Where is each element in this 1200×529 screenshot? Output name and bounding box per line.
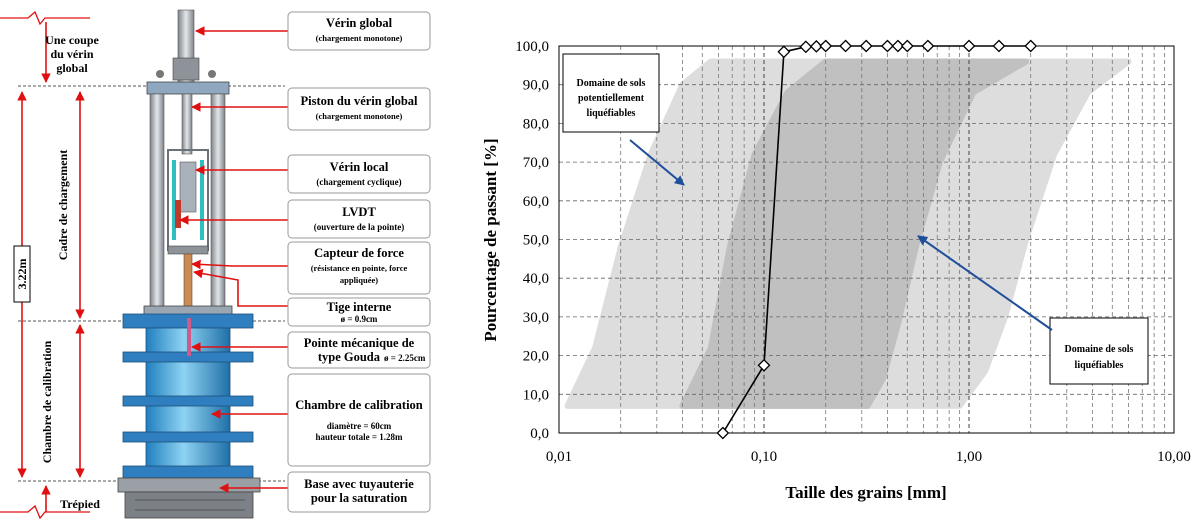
- data-point: [1024, 39, 1038, 53]
- break-line-bottom: [0, 504, 90, 520]
- label-box-calibration-chamber: Chambre de calibration diamètre = 60cm h…: [287, 373, 431, 467]
- grain-size-chart: 0,010,020,030,040,050,060,070,080,090,01…: [481, 39, 1191, 502]
- zone-label-line-1: Domaine de sols: [577, 78, 646, 89]
- box-title: LVDT: [342, 205, 376, 219]
- data-point: [819, 39, 833, 53]
- box-subtitle: ø = 2.25cm: [384, 353, 426, 363]
- box-title: Base avec tuyauterie: [304, 477, 414, 491]
- label-box-force-sensor: Capteur de force (résistance en pointe, …: [287, 241, 431, 295]
- box-subtitle: (résistance en pointe, force: [311, 263, 408, 273]
- box-subtitle: (ouverture de la pointe): [314, 222, 405, 232]
- label-box-global-piston: Piston du vérin global (chargement monot…: [287, 87, 431, 131]
- label-box-gouda-tip: Pointe mécanique de type Gouda ø = 2.25c…: [287, 331, 431, 369]
- data-point: [859, 39, 873, 53]
- data-point: [992, 39, 1006, 53]
- y-tick-label: 60,0: [523, 194, 549, 210]
- box-title: Vérin global: [326, 16, 393, 30]
- loading-frame-label: Cadre de chargement: [56, 150, 70, 260]
- box-subtitle: diamètre = 60cm: [327, 421, 392, 431]
- y-tick-label: 70,0: [523, 155, 549, 171]
- y-tick-label: 40,0: [523, 271, 549, 287]
- data-point: [716, 426, 730, 440]
- x-tick-label: 10,00: [1157, 449, 1191, 465]
- y-tick-label: 90,0: [523, 78, 549, 94]
- zone-label-line-2: potentiellement: [578, 93, 645, 104]
- y-tick-label: 0,0: [530, 426, 549, 442]
- box-title: Chambre de calibration: [295, 398, 423, 412]
- box-title: Capteur de force: [314, 246, 404, 260]
- y-tick-label: 20,0: [523, 349, 549, 365]
- box-subtitle: (chargement monotone): [316, 111, 403, 121]
- zone-arrow-liquefiable: [917, 235, 1053, 331]
- zone-arrow-potential: [629, 139, 685, 186]
- y-tick-label: 100,0: [515, 39, 549, 55]
- x-axis-label: Taille des grains [mm]: [785, 483, 946, 502]
- label-box-global-cylinder: Vérin global (chargement monotone): [287, 11, 431, 51]
- calibration-chamber-diagram: Une coupe du vérin global Cadre de charg…: [0, 9, 431, 520]
- data-point: [900, 39, 914, 53]
- label-box-lvdt: LVDT (ouverture de la pointe): [287, 199, 431, 239]
- height-label: 3.22m: [15, 259, 29, 290]
- apparatus-drawing: [117, 9, 261, 519]
- box-subtitle-2: appliquée): [340, 275, 378, 285]
- y-tick-label: 50,0: [523, 233, 549, 249]
- data-point: [921, 39, 935, 53]
- box-subtitle-2: hauteur totale = 1.28m: [316, 432, 403, 442]
- box-title-2: type Gouda: [318, 350, 381, 364]
- y-tick-label: 80,0: [523, 116, 549, 132]
- height-box: [13, 245, 31, 303]
- chamber-side-label: Chambre de calibration: [40, 340, 54, 463]
- y-tick-label: 30,0: [523, 310, 549, 326]
- label-box-inner-rod: Tige interne ø = 0.9cm: [287, 297, 431, 327]
- break-line-top: [0, 10, 90, 26]
- pointer-arrows: [179, 26, 288, 493]
- box-subtitle: ø = 0.9cm: [341, 314, 378, 324]
- tripod-label: Trépied: [60, 497, 100, 511]
- series-layer: [716, 39, 1038, 440]
- data-point: [839, 39, 852, 53]
- box-subtitle: (chargement monotone): [316, 33, 403, 43]
- y-tick-label: 10,0: [523, 387, 549, 403]
- ticks-layer: 0,010,020,030,040,050,060,070,080,090,01…: [515, 39, 1191, 465]
- zone-area-2: [679, 58, 1030, 409]
- zone-annotation-liquefiable: Domaine de sols liquéfiables: [917, 235, 1149, 385]
- box-title-2: pour la saturation: [311, 491, 407, 505]
- box-title: Tige interne: [327, 300, 392, 314]
- data-point: [757, 358, 771, 372]
- data-point: [777, 45, 791, 59]
- box-title: Piston du vérin global: [300, 94, 418, 108]
- zone-label-line-2: liquéfiables: [1075, 360, 1124, 371]
- box-subtitle: (chargement cyclique): [316, 177, 401, 187]
- y-axis-label: Pourcentage de passant [%]: [481, 138, 500, 341]
- x-tick-label: 0,01: [546, 449, 572, 465]
- zone-label-line-3: liquéfiables: [587, 108, 636, 119]
- data-point: [881, 39, 894, 53]
- label-box-local-cylinder: Vérin local (chargement cyclique): [287, 154, 431, 194]
- cut-label-line-2: du vérin: [50, 47, 93, 61]
- zone-label-line-1: Domaine de sols: [1065, 344, 1134, 355]
- data-point: [809, 39, 823, 53]
- label-box-base: Base avec tuyauterie pour la saturation: [287, 471, 431, 513]
- data-point: [891, 39, 905, 53]
- box-title: Pointe mécanique de: [304, 336, 415, 350]
- data-point: [799, 40, 813, 54]
- zones-layer: [564, 58, 1132, 409]
- box-title: Vérin local: [330, 160, 389, 174]
- cut-label-line-3: global: [56, 61, 88, 75]
- zone-annotation-potential: Domaine de sols potentiellement liquéfia…: [562, 53, 685, 186]
- x-tick-label: 1,00: [956, 449, 982, 465]
- cut-label-line-1: Une coupe: [45, 33, 99, 47]
- data-point: [962, 39, 976, 53]
- x-tick-label: 0,10: [751, 449, 777, 465]
